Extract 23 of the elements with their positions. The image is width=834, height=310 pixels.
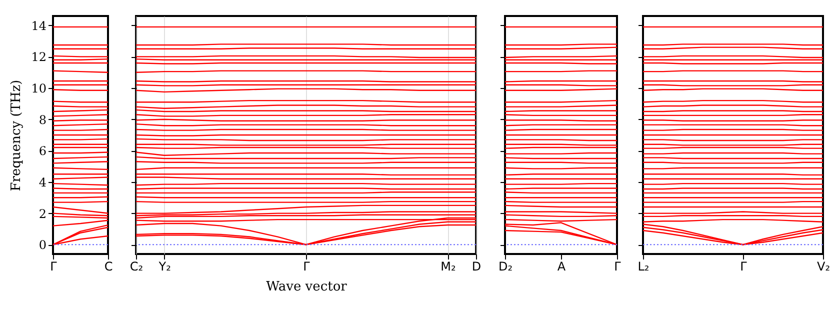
- x-tick-label: D: [472, 260, 482, 274]
- x-tick-label: A: [557, 260, 566, 274]
- x-tick-label: Γ: [50, 260, 58, 274]
- y-axis-title: Frequency (THz): [9, 80, 24, 192]
- y-tick-label: 8: [38, 112, 46, 127]
- x-tick-label: C: [104, 260, 113, 274]
- y-tick-label: 14: [31, 18, 47, 33]
- y-tick-label: 2: [38, 206, 46, 221]
- y-tick-label: 0: [38, 238, 46, 252]
- x-tick-label: M₂: [440, 260, 456, 274]
- x-axis-title: Wave vector: [266, 280, 348, 294]
- x-tick-label: L₂: [638, 260, 650, 274]
- x-tick-label: Γ: [303, 260, 310, 274]
- y-tick-label: 4: [38, 175, 47, 190]
- y-tick-label: 10: [31, 82, 46, 96]
- x-tick-label: C₂: [130, 260, 144, 274]
- x-tick-label: Y₂: [158, 260, 172, 274]
- x-tick-label: Γ: [614, 260, 622, 274]
- x-tick-label: Γ: [740, 260, 748, 274]
- x-tick-label: D₂: [498, 260, 513, 274]
- x-tick-label: V₂: [816, 260, 830, 274]
- y-tick-label: 12: [31, 50, 46, 64]
- y-tick-label: 6: [38, 144, 46, 158]
